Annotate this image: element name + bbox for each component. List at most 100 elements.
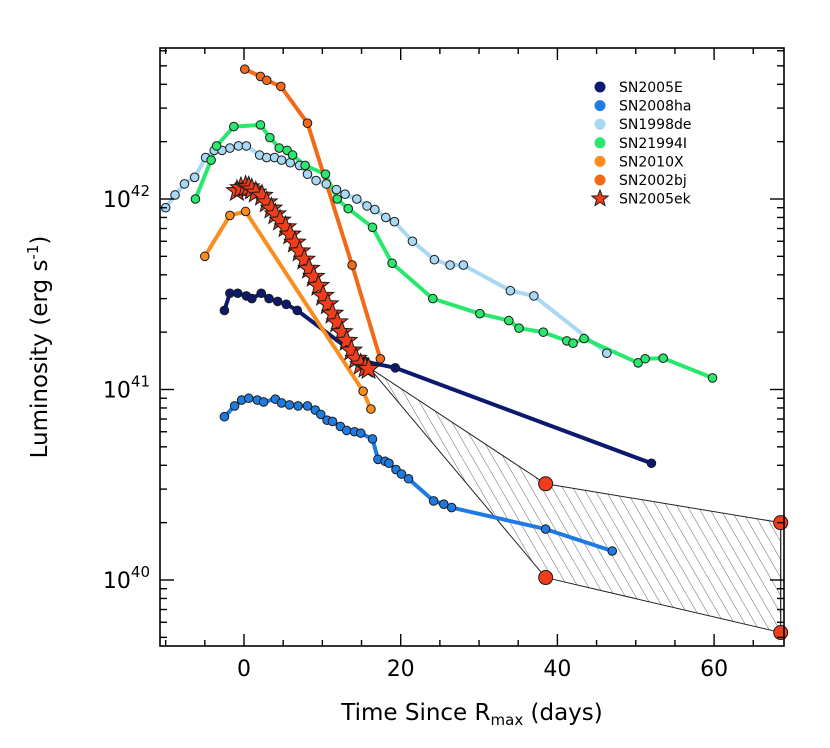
y-tick-label: 1041 [103, 373, 150, 404]
data-point-sn21994i [658, 353, 668, 363]
data-point-sn1998de [331, 184, 342, 195]
x-tick-label: 20 [387, 657, 415, 682]
hatched-region [368, 367, 782, 634]
data-point-sn21994i [514, 323, 524, 333]
data-point-sn2002bj [276, 81, 286, 92]
plot-frame [159, 47, 785, 647]
data-point-sn2008ha [229, 401, 240, 411]
data-point-sn21994i [229, 121, 239, 132]
data-point-sn21994i [387, 258, 397, 269]
marker-layer [160, 64, 789, 641]
data-point-sn2002bj [239, 64, 250, 75]
data-point-sn2005ek [283, 230, 307, 253]
y-axis-title: Luminosity (erg s-1) [24, 236, 53, 459]
data-point-sn21994i [538, 327, 549, 337]
data-point-sn21994i [343, 203, 354, 214]
x-tick-label: 60 [700, 657, 728, 682]
data-point-sn2005e [256, 288, 267, 299]
data-point-sn1998de [370, 204, 380, 215]
legend-label: SN2005E [619, 80, 683, 96]
x-tick-label: 0 [237, 657, 251, 682]
x-axis-title: Time Since Rmax (days) [340, 700, 603, 729]
data-point-sn21994i [190, 194, 201, 204]
data-point-sn2008ha [219, 411, 230, 422]
legend-marker [594, 100, 606, 112]
data-point-sn2010x [225, 210, 235, 221]
legend: SN2005E SN2008ha SN1998de SN21994I SN2010X SN… [590, 80, 692, 208]
data-point-sn2002bj [261, 75, 272, 86]
legend-label: SN2008ha [619, 99, 691, 115]
data-point-sn1998de [302, 169, 313, 179]
data-point-sn2005e [219, 305, 230, 316]
y-tick-label: 1042 [103, 182, 150, 213]
legend-label: SN2002bj [619, 173, 687, 189]
data-point-sn1998de [445, 260, 455, 270]
data-point-sn2005e [646, 458, 657, 469]
data-point-sn1998de [429, 254, 440, 265]
data-point-sn2008ha [428, 496, 439, 506]
legend-label: SN1998de [619, 117, 692, 133]
data-point-sn21994i [367, 222, 378, 233]
data-point-sn21994i [504, 315, 514, 326]
region-corner-point [538, 570, 554, 586]
data-point-sn1998de [276, 155, 287, 165]
data-point-sn2008ha [327, 416, 338, 427]
data-point-sn21994i [633, 358, 643, 368]
data-point-sn2002bj [375, 353, 386, 364]
data-point-sn21994i [579, 333, 589, 344]
data-point-sn21994i [300, 160, 310, 171]
data-point-sn21994i [332, 194, 343, 204]
data-point-sn2005e [247, 293, 257, 304]
data-point-sn21994i [475, 308, 485, 319]
data-point-sn2005e [264, 293, 274, 304]
data-point-sn2008ha [341, 425, 352, 436]
data-point-sn2008ha [540, 524, 551, 534]
data-point-sn1998de [340, 189, 350, 199]
data-point-sn2008ha [293, 401, 303, 411]
data-point-sn21994i [640, 353, 650, 364]
data-point-sn21994i [265, 132, 275, 143]
data-point-sn1998de [321, 179, 332, 189]
data-point-sn2008ha [302, 401, 313, 411]
data-point-sn21994i [707, 373, 718, 383]
legend-label: SN21994I [619, 136, 687, 152]
data-point-sn2005ek [325, 309, 350, 333]
data-point-sn1998de [233, 141, 244, 151]
data-point-sn2005ek [301, 264, 326, 287]
data-point-sn21994i [274, 143, 285, 153]
data-point-sn2005e [272, 296, 283, 307]
legend-marker [594, 118, 606, 130]
data-point-sn2010x [200, 251, 210, 262]
data-point-sn2002bj [302, 118, 313, 128]
data-point-sn21994i [206, 155, 216, 165]
data-point-sn21994i [428, 293, 438, 304]
legend-marker [594, 81, 606, 93]
data-point-sn2010x [240, 206, 251, 217]
data-point-sn1998de [362, 201, 372, 211]
data-point-sn2008ha [607, 546, 618, 556]
data-point-sn1998de [601, 348, 612, 359]
data-point-sn21994i [287, 150, 298, 160]
data-point-sn2008ha [276, 398, 287, 408]
data-point-sn1998de [389, 216, 400, 227]
data-point-sn2005ek [306, 273, 331, 296]
region-corner-point [538, 476, 554, 492]
data-point-sn2005e [232, 288, 243, 299]
data-point-sn1998de [170, 190, 180, 200]
data-point-sn2005ek [334, 328, 359, 351]
data-point-sn2008ha [355, 428, 366, 438]
data-point-sn2008ha [438, 499, 449, 509]
data-point-sn1998de [179, 179, 190, 189]
data-point-sn2005e [225, 288, 235, 299]
data-point-sn2002bj [347, 260, 357, 270]
data-point-sn1998de [225, 143, 235, 153]
data-point-sn1998de [407, 236, 418, 247]
data-point-sn2005ek [292, 247, 317, 270]
data-point-sn2010x [366, 404, 376, 414]
legend-marker [594, 137, 606, 149]
data-point-sn1998de [381, 212, 391, 223]
y-tick-label: 1040 [103, 563, 150, 594]
data-point-sn2008ha [258, 397, 269, 407]
axes: 0 20 40 60 1040 1041 1042 [103, 47, 785, 682]
